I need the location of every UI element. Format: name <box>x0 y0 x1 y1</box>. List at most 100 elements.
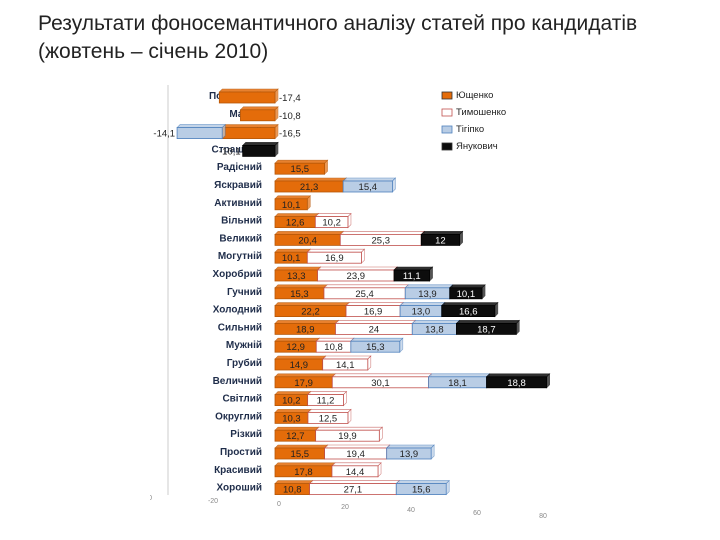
category-label: Холодний <box>213 305 262 316</box>
data-label: 11,1 <box>403 271 421 282</box>
category-label: Великий <box>219 233 262 244</box>
bar-top <box>350 337 404 342</box>
data-label: -16,5 <box>279 129 301 140</box>
bar-top <box>306 248 366 253</box>
data-label: 25,4 <box>355 289 374 300</box>
bar-top <box>339 231 425 235</box>
data-label: 10,8 <box>283 485 302 496</box>
data-label: 15,6 <box>412 485 431 496</box>
category-label: Гучний <box>227 287 262 298</box>
bar-top <box>455 320 521 324</box>
bar-top <box>274 266 322 271</box>
bar-top <box>274 302 350 306</box>
bar-Тігіпко <box>342 180 393 193</box>
bar-Тимошенко <box>314 216 349 229</box>
data-label: 14,4 <box>346 467 365 478</box>
data-label: 17,9 <box>294 378 313 389</box>
category-label: Сильний <box>218 322 262 333</box>
bar-top <box>274 337 321 342</box>
bar-Ющенко <box>274 162 325 175</box>
bar-top <box>274 480 314 484</box>
bar-Тимошенко <box>307 411 349 424</box>
bar-top <box>176 124 226 128</box>
bar-top <box>321 355 372 360</box>
data-label: 13,8 <box>425 324 444 335</box>
data-label: 16,9 <box>325 253 344 264</box>
bar-top <box>274 213 320 217</box>
bar-top <box>274 409 312 413</box>
bar-Ющенко <box>218 91 276 104</box>
bar-Янукович <box>393 269 430 282</box>
bar-Тігіпко <box>386 447 432 460</box>
data-label: 24 <box>369 324 380 335</box>
bar-Янукович <box>449 287 483 300</box>
bar-Тимошенко <box>306 251 362 264</box>
bar-top <box>420 231 464 235</box>
data-label: 13,9 <box>418 289 437 300</box>
data-label: 16,9 <box>364 307 383 318</box>
legend-swatch <box>441 108 453 117</box>
bar-Тимошенко <box>322 358 369 371</box>
bar-top <box>274 444 329 449</box>
bar-top <box>274 195 312 200</box>
bar-top <box>342 177 397 182</box>
legend-swatch <box>441 125 453 134</box>
category-label: Радісний <box>217 162 262 173</box>
data-label: 12,5 <box>319 413 338 424</box>
bar-top <box>221 124 279 128</box>
data-label: 12,9 <box>286 342 305 353</box>
data-label: 25,3 <box>372 235 391 246</box>
data-label: 15,3 <box>290 289 309 300</box>
bar-Янукович <box>486 376 548 389</box>
bar-top <box>274 373 337 378</box>
data-label: 14,9 <box>290 360 309 371</box>
data-label: 10,1 <box>282 253 301 264</box>
legend-label: Ющенко <box>456 90 493 101</box>
slide-title: Результати фоносемантичного аналізу стат… <box>38 10 698 66</box>
category-label: Мужній <box>226 340 262 351</box>
x-tick-label: 60 <box>473 510 481 517</box>
category-label: Яскравий <box>214 180 262 191</box>
bar-top <box>485 373 551 378</box>
bar-top <box>308 480 401 484</box>
bar-top <box>274 159 329 164</box>
data-label: 13,0 <box>412 307 431 318</box>
bar-top <box>307 409 352 413</box>
bar-Ющенко <box>221 127 276 139</box>
data-label: 14,1 <box>336 360 355 371</box>
data-label: 10,2 <box>322 218 341 229</box>
data-label: 10,1 <box>457 289 476 300</box>
data-label: 15,5 <box>291 449 310 460</box>
data-label: -14,1 <box>153 129 175 140</box>
legend-swatch <box>441 142 453 151</box>
data-label: 30,1 <box>371 378 390 389</box>
slide-title-line2: (жовтень – січень 2010) <box>38 40 269 63</box>
category-label: Страшний <box>212 144 262 155</box>
bar-Янукович <box>420 233 461 246</box>
data-label: 19,4 <box>346 449 365 460</box>
bar-Янукович <box>441 305 496 318</box>
category-label: Активний <box>214 198 262 209</box>
x-tick-label: -20 <box>208 498 218 505</box>
bar-top <box>323 444 391 449</box>
data-label: -17,4 <box>279 93 301 104</box>
bar-top <box>239 106 279 111</box>
data-label: 15,4 <box>359 182 378 193</box>
bar-top <box>274 462 336 467</box>
bar-top <box>316 266 398 271</box>
bar-top <box>404 284 454 289</box>
bar-Янукович <box>456 322 517 335</box>
data-label: 12 <box>435 235 446 246</box>
data-label: 10,3 <box>282 413 301 424</box>
bar-Ющенко <box>274 198 308 211</box>
data-label: 27,1 <box>344 485 363 496</box>
legend-swatch <box>441 91 453 100</box>
category-label: Різкий <box>230 429 262 440</box>
data-label: 22,2 <box>301 307 320 318</box>
bar-top <box>395 480 450 484</box>
data-label: 17,8 <box>294 467 313 478</box>
data-label: 18,9 <box>296 324 315 335</box>
category-label: Грубий <box>227 357 262 369</box>
bar-top <box>274 355 327 360</box>
data-label: 11,2 <box>317 396 335 407</box>
